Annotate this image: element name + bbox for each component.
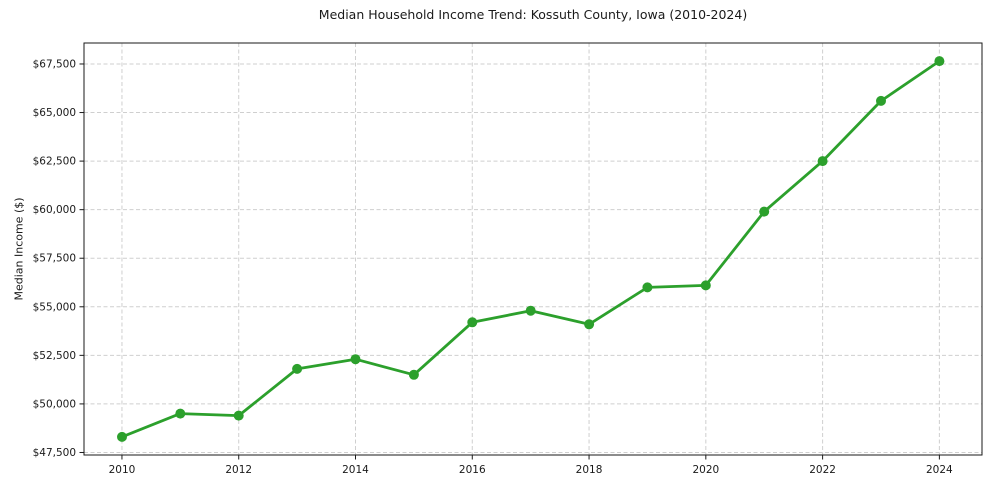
data-point-2018 [584, 319, 595, 330]
y-tick-label: $62,500 [33, 156, 76, 168]
data-point-2019 [642, 282, 653, 293]
data-point-2024 [934, 56, 945, 67]
data-point-2010 [117, 431, 127, 442]
y-tick-label: $65,000 [33, 107, 76, 119]
x-tick-label: 2020 [692, 464, 719, 476]
x-tick-label: 2010 [109, 464, 136, 476]
x-tick-label: 2014 [342, 464, 369, 476]
chart-title: Median Household Income Trend: Kossuth C… [318, 7, 748, 22]
data-point-2012 [233, 410, 244, 421]
y-tick-label: $47,500 [33, 447, 76, 459]
data-point-2015 [408, 369, 419, 380]
y-tick-label: $67,500 [33, 58, 76, 70]
data-point-2022 [817, 156, 828, 167]
x-tick-label: 2016 [459, 464, 486, 476]
trend-line [120, 59, 941, 439]
y-tick-label: $57,500 [33, 253, 76, 265]
x-tick-label: 2012 [225, 464, 252, 476]
x-tick-label: 2024 [926, 464, 953, 476]
y-tick-label: $50,000 [33, 398, 76, 410]
data-point-2014 [350, 354, 361, 365]
data-point-2020 [700, 280, 711, 291]
data-point-2011 [175, 408, 186, 419]
data-point-2016 [467, 317, 478, 328]
data-point-2017 [525, 305, 536, 316]
data-point-2013 [292, 363, 303, 374]
data-point-2023 [876, 95, 886, 106]
plot-area-border [83, 42, 983, 456]
x-tick-label: 2022 [809, 464, 836, 476]
x-tick-label: 2018 [576, 464, 603, 476]
y-axis-label: Median Income ($) [12, 197, 26, 301]
y-tick-label: $60,000 [33, 204, 76, 216]
y-tick-label: $52,500 [33, 350, 76, 362]
data-point-2021 [759, 206, 770, 217]
y-tick-label: $55,000 [33, 301, 76, 313]
